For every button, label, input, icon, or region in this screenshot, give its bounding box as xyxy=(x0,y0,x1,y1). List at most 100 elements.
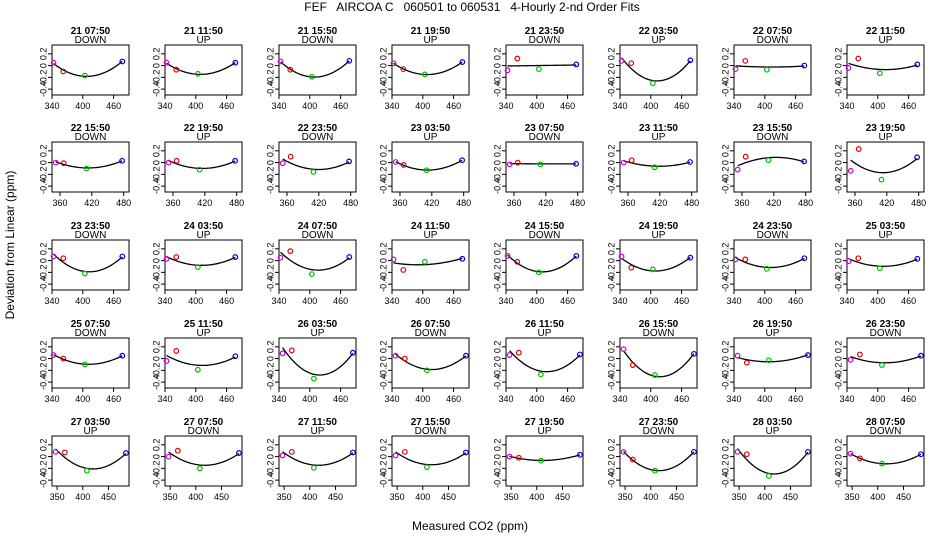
x-tick-label: 420 xyxy=(766,198,781,208)
y-tick-label: 0.2 xyxy=(720,341,730,354)
panel-title: 26 15:50 xyxy=(639,319,679,330)
data-point xyxy=(652,467,658,474)
data-point xyxy=(390,60,397,67)
panel-frame xyxy=(278,435,357,487)
fit-curve xyxy=(393,61,463,76)
data-point xyxy=(649,80,656,87)
y-tick-label: 0.2 xyxy=(720,439,730,452)
x-tick-label: 460 xyxy=(788,296,803,306)
data-point xyxy=(743,451,750,458)
data-point xyxy=(629,456,636,463)
x-tick-label: 450 xyxy=(669,492,684,502)
x-tick-label: 360 xyxy=(620,198,635,208)
y-tick-label: 0 xyxy=(38,454,48,459)
panel-title: 27 19:50 xyxy=(525,417,565,428)
data-point xyxy=(350,449,356,456)
data-point xyxy=(459,255,466,262)
data-point xyxy=(288,448,295,455)
data-point xyxy=(734,166,741,173)
y-tick-label: 0 xyxy=(378,160,388,165)
panel-direction: UP xyxy=(766,426,780,437)
fit-curve xyxy=(168,451,240,466)
x-tick-label: 340 xyxy=(498,296,513,306)
y-tick-label: -0.4 xyxy=(833,374,843,390)
x-tick-label: 450 xyxy=(101,492,116,502)
fit-curve xyxy=(282,347,354,376)
panel-title: 27 23:50 xyxy=(639,417,679,428)
y-tick-label: 0 xyxy=(378,63,388,68)
panel-direction: UP xyxy=(311,426,325,437)
x-tick-label: 350 xyxy=(618,492,633,502)
fit-curve xyxy=(166,354,236,367)
data-point xyxy=(847,167,854,174)
y-tick-label: 0.2 xyxy=(378,341,388,354)
fit-curve xyxy=(735,65,805,68)
y-tick-label: 0.2 xyxy=(492,341,502,354)
data-point xyxy=(742,57,749,64)
panel-direction: UP xyxy=(538,328,552,339)
y-tick-label: 0 xyxy=(151,258,161,263)
panel-direction: DOWN xyxy=(870,426,902,437)
panel-direction: DOWN xyxy=(75,328,107,339)
data-point xyxy=(196,166,203,173)
panel-frame xyxy=(733,239,812,291)
y-tick-label: -0.4 xyxy=(378,276,388,292)
data-point xyxy=(538,371,544,378)
data-point xyxy=(52,448,59,455)
panel-title: 27 15:50 xyxy=(411,417,451,428)
panel-title: 23 07:50 xyxy=(525,123,565,134)
y-tick-label: -0.2 xyxy=(378,363,388,379)
panel-direction: DOWN xyxy=(757,132,789,143)
x-tick-label: 480 xyxy=(911,198,926,208)
y-tick-label: 0 xyxy=(833,63,843,68)
y-tick-label: -0.4 xyxy=(492,178,502,194)
y-tick-label: -0.2 xyxy=(492,70,502,86)
panel-title: 25 11:50 xyxy=(184,319,223,330)
data-point xyxy=(197,465,203,472)
y-tick-label: 0 xyxy=(265,160,275,165)
x-tick-label: 400 xyxy=(188,296,203,306)
panel-title: 26 07:50 xyxy=(411,319,451,330)
data-point xyxy=(652,372,658,378)
y-tick-label: 0 xyxy=(833,160,843,165)
panel-title: 23 11:50 xyxy=(639,123,678,134)
x-tick-label: 360 xyxy=(279,198,294,208)
x-tick-label: 460 xyxy=(901,101,916,111)
data-point xyxy=(173,66,180,73)
x-tick-label: 340 xyxy=(726,101,741,111)
y-tick-label: -0.2 xyxy=(492,265,502,281)
y-tick-label: -0.4 xyxy=(606,178,616,194)
y-tick-label: 0 xyxy=(606,160,616,165)
x-tick-label: 400 xyxy=(870,394,885,404)
data-point xyxy=(687,159,693,165)
y-tick-label: 0 xyxy=(720,160,730,165)
y-tick-label: 0 xyxy=(38,356,48,361)
x-tick-label: 460 xyxy=(333,296,348,306)
data-point xyxy=(119,253,126,260)
data-point xyxy=(628,264,635,271)
data-point xyxy=(173,157,180,164)
data-point xyxy=(163,358,170,364)
data-point xyxy=(573,61,580,68)
y-tick-label: 0 xyxy=(606,258,616,263)
data-point xyxy=(277,254,284,261)
data-point xyxy=(463,449,469,456)
panel-title: 21 23:50 xyxy=(525,26,565,37)
x-tick-label: 420 xyxy=(538,198,553,208)
data-point xyxy=(506,161,513,168)
panel-direction: UP xyxy=(197,328,211,339)
fit-curve xyxy=(166,256,236,266)
data-point xyxy=(174,447,181,454)
x-tick-label: 480 xyxy=(684,198,699,208)
x-tick-label: 400 xyxy=(643,101,658,111)
data-point xyxy=(232,254,239,260)
data-point xyxy=(766,357,772,364)
x-tick-label: 480 xyxy=(456,198,471,208)
y-tick-label: -0.4 xyxy=(833,81,843,97)
